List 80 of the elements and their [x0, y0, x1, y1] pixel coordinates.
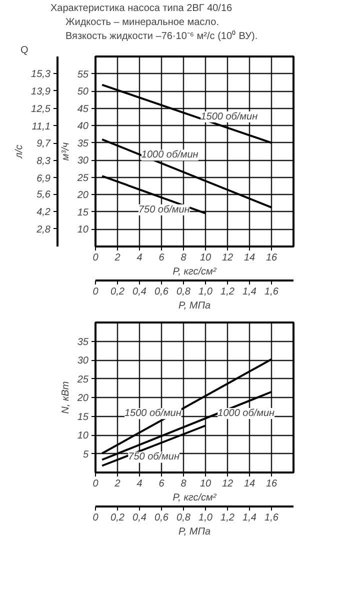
y2-tick-label: 6,9 [36, 173, 51, 184]
x-tick-label: 8 [180, 478, 187, 490]
x2-tick-label: 1,0 [198, 512, 213, 524]
x2-tick-label: 0,6 [154, 286, 169, 298]
y-tick-label: 40 [77, 121, 89, 132]
x2-tick-label: 0,8 [176, 512, 191, 524]
x-tick-label: 6 [158, 478, 165, 490]
x2-tick-label: 0,8 [176, 286, 191, 298]
x-tick-label: 14 [244, 252, 256, 264]
x2-tick-label: 0 [92, 286, 99, 298]
x-tick-label: 0 [92, 252, 99, 264]
y2-tick-label: 4,2 [36, 207, 51, 218]
x-tick-label: 10 [200, 478, 212, 490]
chart-title: Характеристика насоса типа 2ВГ 40/16 [50, 3, 233, 14]
x2-axis-title: P, МПа [178, 300, 211, 312]
x-tick-label: 16 [266, 252, 278, 264]
y-tick-label: 25 [76, 374, 89, 386]
x2-tick-label: 0,6 [154, 512, 169, 524]
y-tick-label: 45 [77, 104, 89, 115]
y-axis-title: м³/ч [60, 142, 72, 161]
y2-axis-title: л/с [14, 144, 26, 160]
series-label: 1000 об/мин [141, 150, 199, 161]
x-tick-label: 12 [222, 252, 234, 264]
x2-tick-label: 1,6 [264, 286, 279, 298]
y-tick-label: 35 [77, 336, 89, 348]
y-tick-label: 25 [76, 172, 89, 184]
x-tick-label: 8 [180, 252, 187, 264]
x2-tick-label: 0 [92, 512, 99, 524]
series-label: 1000 об/мин [218, 408, 276, 420]
x-tick-label: 4 [136, 478, 143, 490]
x-tick-label: 0 [92, 478, 99, 490]
x-tick-label: 14 [244, 478, 256, 490]
y-tick-label: 15 [77, 412, 89, 423]
y-tick-label: 20 [76, 393, 89, 404]
y-axis-title: N, кВт [60, 381, 72, 414]
y-tick-label: 20 [76, 190, 89, 202]
y-tick-label: 30 [77, 356, 89, 366]
x-tick-label: 6 [158, 252, 165, 264]
x-axis-title: P, кгс/см² [172, 266, 217, 278]
series-label: 750 об/мин [128, 452, 180, 463]
y-tick-label: 10 [77, 224, 89, 236]
text: Q [20, 45, 28, 56]
y-tick-label: 30 [77, 156, 89, 167]
y2-tick-label: 12,5 [31, 104, 51, 115]
y2-tick-label: 5,6 [36, 190, 51, 201]
x2-tick-label: 1,2 [220, 512, 235, 524]
y2-tick-label: 2,8 [36, 224, 51, 236]
y-tick-label: 50 [77, 86, 89, 98]
series-label: 750 об/мин [138, 204, 190, 216]
y-tick-label: 35 [77, 138, 89, 150]
y2-tick-label: 9,7 [36, 138, 51, 150]
y-tick-label: 55 [77, 69, 89, 80]
x2-tick-label: 1,0 [198, 286, 213, 298]
y-tick-label: 15 [77, 207, 89, 218]
x2-tick-label: 0,2 [110, 512, 125, 524]
x-tick-label: 10 [200, 252, 212, 264]
x2-axis-title: P, МПа [178, 526, 211, 538]
series-label: 1500 об/мин [200, 111, 258, 122]
y2-tick-label: 11,1 [32, 121, 51, 132]
x2-tick-label: 1,6 [264, 512, 279, 524]
y2-tick-label: 13,9 [31, 86, 51, 98]
y-tick-label: 5 [82, 449, 89, 460]
y2-tick-label: 8,3 [36, 156, 51, 168]
series-label: 1500 об/мин [124, 408, 182, 420]
x-tick-label: 12 [222, 478, 234, 490]
x2-tick-label: 1,2 [220, 286, 235, 298]
x2-tick-label: 1,4 [242, 286, 257, 298]
x2-tick-label: 1,4 [242, 512, 257, 524]
x-axis-title: P, кгс/см² [172, 492, 217, 504]
x-tick-label: 4 [136, 252, 143, 264]
x2-tick-label: 0,2 [110, 286, 125, 298]
x2-tick-label: 0,4 [132, 286, 147, 298]
x-tick-label: 2 [114, 252, 121, 264]
text: Вязкость жидкости –76·10⁻⁶ м²/с (10⁰ ВУ). [66, 30, 258, 42]
y-tick-label: 10 [77, 430, 89, 442]
x-tick-label: 2 [114, 478, 121, 490]
x2-tick-label: 0,4 [132, 512, 147, 524]
chart-subtitle: Жидкость – минеральное масло. [66, 17, 219, 28]
y2-tick-label: 15,3 [31, 69, 51, 80]
x-tick-label: 16 [266, 478, 278, 490]
